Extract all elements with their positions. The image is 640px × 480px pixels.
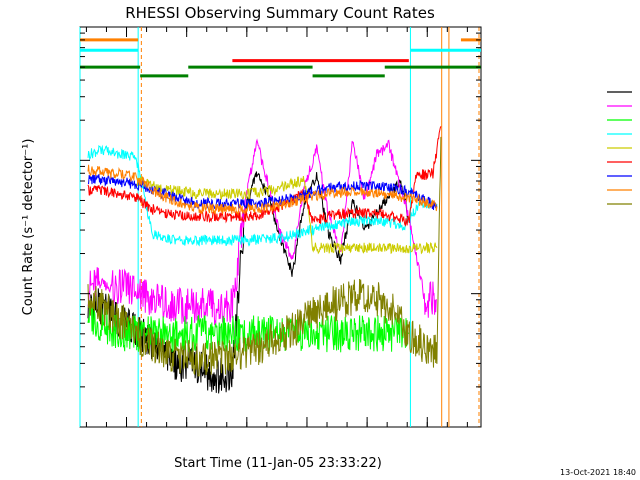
vlines-layer xyxy=(79,27,480,427)
series-line-8 xyxy=(87,136,442,377)
x-axis xyxy=(85,27,468,427)
series-line-3 xyxy=(87,144,438,247)
flags-layer xyxy=(80,38,481,78)
x-axis-label: Start Time (11-Jan-05 23:33:22) xyxy=(174,456,382,471)
series-line-7 xyxy=(87,164,438,217)
timestamp: 13-Oct-2021 18:40 xyxy=(560,468,636,477)
series-line-1 xyxy=(87,138,437,325)
plot-frame xyxy=(79,26,482,428)
series-layer xyxy=(87,126,442,394)
chart-title: RHESSI Observing Summary Count Rates xyxy=(125,4,435,22)
legend xyxy=(607,91,632,205)
y-axis-label: Count Rate (s⁻¹ detector⁻¹) xyxy=(21,139,36,316)
y-axis xyxy=(80,26,481,428)
series-line-4 xyxy=(135,175,438,255)
